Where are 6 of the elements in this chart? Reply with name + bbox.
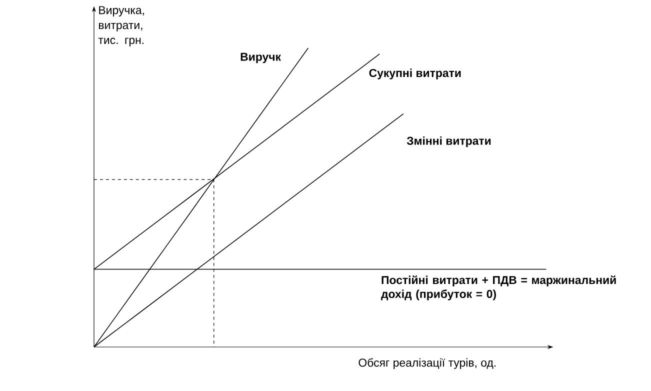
- series-label: Змінні витрати: [406, 136, 491, 148]
- series-label: Сукупні витрати: [369, 68, 461, 80]
- series-label: Виручк: [240, 52, 282, 64]
- y-axis-title: Виручка, витрати, тис. грн.: [98, 6, 144, 46]
- x-axis-title: Обсяг реалізації турів, од.: [358, 358, 496, 369]
- series-label: Постійні витрати + ПДВ = маржинальний дохід (прибуток = 0): [381, 275, 616, 300]
